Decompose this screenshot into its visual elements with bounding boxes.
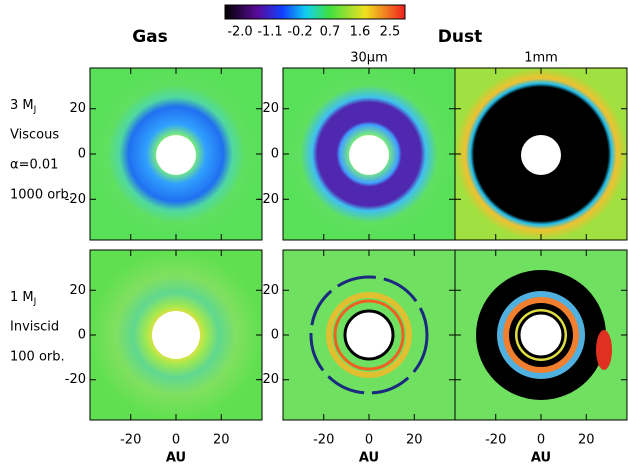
colorbar <box>224 4 406 20</box>
row-label: 1000 orb. <box>10 188 73 203</box>
x-tick-label: 20 <box>578 433 595 448</box>
row-label: 1 MJ <box>10 290 36 307</box>
x-tick-label: -20 <box>485 433 506 448</box>
x-tick-label: 0 <box>537 433 545 448</box>
heading: Dust <box>438 27 482 47</box>
y-tick-label: 0 <box>78 147 86 162</box>
colorbar-tick-label: 2.5 <box>380 25 401 40</box>
colorbar-tick-label: 0.7 <box>320 25 341 40</box>
y-tick-label: 20 <box>262 101 279 116</box>
x-axis-label: AU <box>359 451 379 464</box>
y-tick-label: 20 <box>262 283 279 298</box>
x-tick-label: 0 <box>365 433 373 448</box>
colorbar-tick-label: -1.1 <box>257 25 282 40</box>
y-tick-label: 0 <box>271 147 279 162</box>
y-tick-label: -20 <box>65 372 86 387</box>
heading: Gas <box>132 27 168 47</box>
colorbar-tick-label: -2.0 <box>227 25 252 40</box>
y-tick-label: -20 <box>65 192 86 207</box>
y-tick-label: 0 <box>78 328 86 343</box>
column-label: 30μm <box>350 51 387 66</box>
x-tick-label: 0 <box>172 433 180 448</box>
y-tick-label: -20 <box>258 372 279 387</box>
column-label: 1mm <box>524 51 558 66</box>
colorbar-tick-label: -0.2 <box>287 25 312 40</box>
colorbar-tick-label: 1.6 <box>350 25 371 40</box>
x-axis-label: AU <box>166 451 186 464</box>
x-tick-label: 20 <box>213 433 230 448</box>
x-tick-label: 20 <box>406 433 423 448</box>
y-tick-label: 20 <box>69 283 86 298</box>
row-label: Inviscid <box>10 320 59 335</box>
panels <box>90 68 627 420</box>
x-axis-label: AU <box>531 451 551 464</box>
row-label: 3 MJ <box>10 98 36 115</box>
y-tick-label: 20 <box>69 101 86 116</box>
row-label: α=0.01 <box>10 158 58 173</box>
x-tick-label: -20 <box>313 433 334 448</box>
row-label: 100 orb. <box>10 350 65 365</box>
y-tick-label: 0 <box>271 328 279 343</box>
x-tick-label: -20 <box>120 433 141 448</box>
y-tick-label: -20 <box>258 192 279 207</box>
row-label: Viscous <box>10 128 59 143</box>
